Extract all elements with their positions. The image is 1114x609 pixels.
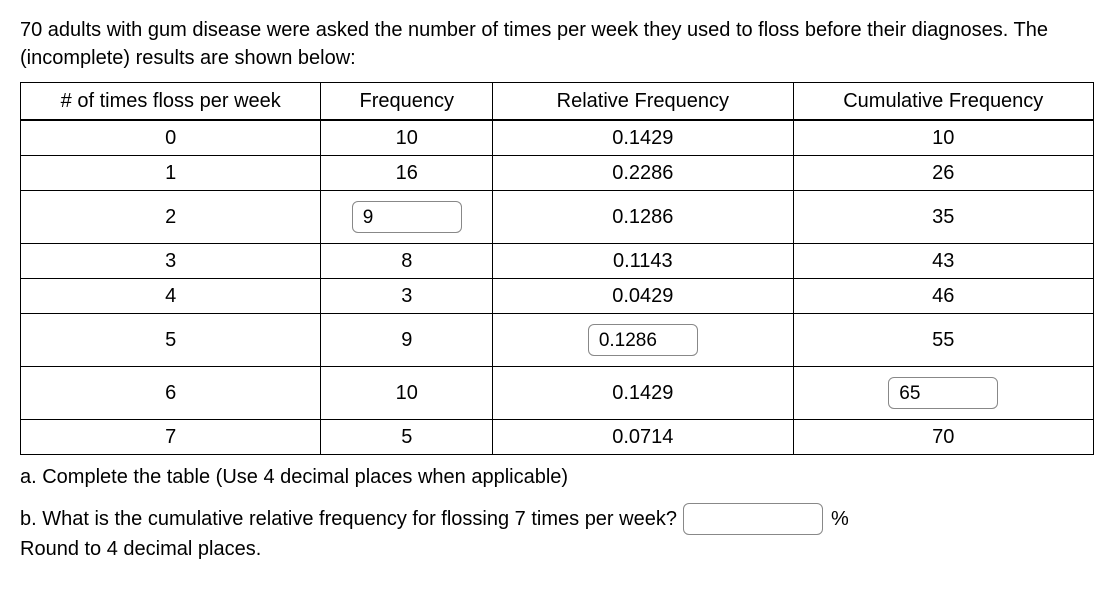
cell-frequency: 8 bbox=[321, 244, 493, 279]
frequency-table: # of times floss per week Frequency Rela… bbox=[20, 82, 1094, 455]
cell-frequency: 9 bbox=[321, 314, 493, 367]
cell-frequency: 16 bbox=[321, 156, 493, 191]
cell-times: 7 bbox=[21, 420, 321, 455]
cell-frequency: 3 bbox=[321, 279, 493, 314]
col-header-cumfreq: Cumulative Frequency bbox=[793, 83, 1093, 121]
cell-cumulative-frequency: 55 bbox=[793, 314, 1093, 367]
cell-times: 6 bbox=[21, 367, 321, 420]
cell-frequency: 9 bbox=[321, 191, 493, 244]
cell-cumulative-frequency: 43 bbox=[793, 244, 1093, 279]
cell-cumulative-frequency: 70 bbox=[793, 420, 1093, 455]
table-row: 29 0.128635 bbox=[21, 191, 1094, 244]
cell-relative-frequency: 0.1286 bbox=[493, 314, 793, 367]
cell-relative-frequency: 0.1286 bbox=[493, 191, 793, 244]
table-row: 59 0.1286 55 bbox=[21, 314, 1094, 367]
table-row: 380.114343 bbox=[21, 244, 1094, 279]
cell-frequency: 10 bbox=[321, 120, 493, 156]
cell-times: 3 bbox=[21, 244, 321, 279]
cell-cumulative-frequency: 65 bbox=[793, 367, 1093, 420]
cell-cumulative-frequency: 26 bbox=[793, 156, 1093, 191]
cell-relative-frequency: 0.0714 bbox=[493, 420, 793, 455]
percent-symbol: % bbox=[831, 505, 849, 533]
answer-b-input[interactable] bbox=[683, 503, 823, 535]
cell-relative-frequency: 0.2286 bbox=[493, 156, 793, 191]
cell-relative-frequency: 0.1429 bbox=[493, 120, 793, 156]
col-header-relfreq: Relative Frequency bbox=[493, 83, 793, 121]
cell-relative-frequency: 0.0429 bbox=[493, 279, 793, 314]
cell-frequency: 5 bbox=[321, 420, 493, 455]
table-row: 750.071470 bbox=[21, 420, 1094, 455]
cell-times: 1 bbox=[21, 156, 321, 191]
relative-frequency-input[interactable]: 0.1286 bbox=[588, 324, 698, 356]
cell-frequency: 10 bbox=[321, 367, 493, 420]
cell-cumulative-frequency: 46 bbox=[793, 279, 1093, 314]
cell-relative-frequency: 0.1143 bbox=[493, 244, 793, 279]
cell-times: 4 bbox=[21, 279, 321, 314]
table-row: 430.042946 bbox=[21, 279, 1094, 314]
question-a: a. Complete the table (Use 4 decimal pla… bbox=[20, 463, 1094, 491]
cell-times: 0 bbox=[21, 120, 321, 156]
question-b-suffix: Round to 4 decimal places. bbox=[20, 535, 1094, 563]
cell-times: 5 bbox=[21, 314, 321, 367]
frequency-input[interactable]: 9 bbox=[352, 201, 462, 233]
col-header-freq: Frequency bbox=[321, 83, 493, 121]
table-header-row: # of times floss per week Frequency Rela… bbox=[21, 83, 1094, 121]
cell-relative-frequency: 0.1429 bbox=[493, 367, 793, 420]
cell-times: 2 bbox=[21, 191, 321, 244]
col-header-times: # of times floss per week bbox=[21, 83, 321, 121]
cumulative-frequency-input[interactable]: 65 bbox=[888, 377, 998, 409]
table-row: 0100.142910 bbox=[21, 120, 1094, 156]
question-b-prefix: b. What is the cumulative relative frequ… bbox=[20, 505, 677, 533]
table-row: 1160.228626 bbox=[21, 156, 1094, 191]
cell-cumulative-frequency: 35 bbox=[793, 191, 1093, 244]
intro-text: 70 adults with gum disease were asked th… bbox=[20, 16, 1094, 72]
table-row: 6100.1429 65 bbox=[21, 367, 1094, 420]
cell-cumulative-frequency: 10 bbox=[793, 120, 1093, 156]
